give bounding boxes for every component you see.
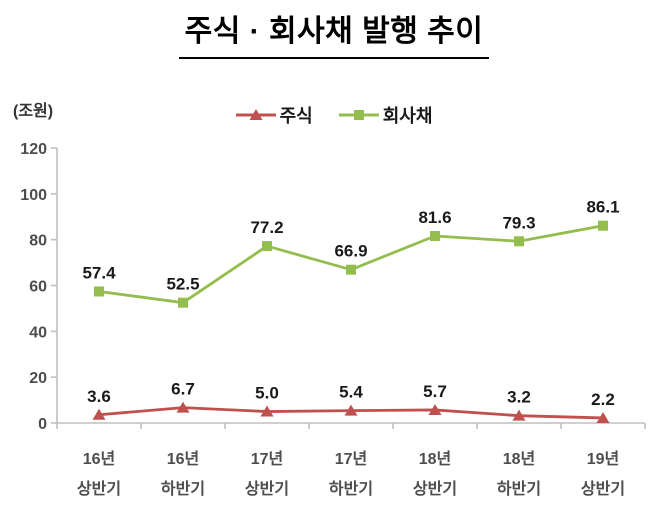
data-point-label: 5.4 — [339, 383, 363, 402]
data-point-marker-square — [262, 241, 272, 252]
x-axis-category-label: 16년 하반기 — [161, 449, 205, 498]
x-axis-category-label: 17년 상반기 — [245, 449, 289, 498]
y-axis-tick-label: 0 — [38, 416, 47, 433]
x-axis-category-label: 19년 상반기 — [581, 449, 625, 498]
data-point-marker-square — [430, 231, 440, 241]
x-axis-category-label: 16년 상반기 — [77, 449, 121, 498]
legend-label: 회사채 — [382, 106, 433, 126]
data-point-label: 6.7 — [171, 380, 195, 399]
data-point-marker-triangle — [260, 405, 274, 417]
title-wrap: 주식 · 회사채 발행 추이 — [0, 6, 668, 59]
data-point-marker-square — [514, 236, 524, 247]
data-point-label: 5.7 — [423, 382, 447, 401]
data-point-marker-triangle — [512, 409, 526, 421]
y-axis-tick-label: 80 — [29, 233, 47, 250]
y-axis-tick-label: 60 — [29, 279, 47, 296]
y-axis-tick-label: 100 — [20, 187, 47, 204]
legend-marker-icon — [235, 109, 276, 120]
legend-marker-icon — [338, 110, 379, 120]
data-point-label: 2.2 — [591, 390, 615, 409]
data-point-label: 5.0 — [255, 384, 279, 403]
x-axis-category-label: 17년 하반기 — [329, 449, 373, 498]
data-point-label: 81.6 — [418, 208, 451, 227]
data-point-marker-triangle — [596, 411, 610, 423]
x-axis-category-label: 18년 하반기 — [497, 449, 541, 498]
data-point-label: 57.4 — [82, 263, 116, 282]
data-point-label: 79.3 — [502, 213, 535, 232]
data-point-label: 66.9 — [334, 242, 367, 261]
data-point-marker-square — [178, 297, 188, 308]
legend-label: 주식 — [279, 106, 313, 126]
y-axis-tick-label: 120 — [20, 141, 47, 158]
data-point-label: 3.2 — [507, 388, 531, 407]
y-axis-tick-label: 40 — [29, 324, 47, 341]
data-point-label: 77.2 — [250, 218, 283, 237]
data-point-marker-triangle — [176, 401, 190, 413]
series-주식 — [92, 401, 610, 423]
data-point-label: 52.5 — [166, 275, 199, 294]
series-회사채 — [94, 220, 608, 308]
chart-legend: 주식 회사채 — [0, 102, 668, 128]
y-axis-unit-label: (조원) — [13, 103, 54, 120]
data-point-marker-square — [598, 220, 608, 231]
data-point-marker-square — [346, 264, 356, 275]
chart-title: 주식 · 회사채 발행 추이 — [178, 6, 490, 59]
legend-item-회사채: 회사채 — [338, 102, 433, 128]
y-axis-tick-label: 20 — [29, 370, 47, 387]
data-point-label: 86.1 — [586, 198, 619, 217]
data-point-marker-triangle — [92, 408, 106, 420]
data-point-marker-triangle — [428, 403, 442, 415]
data-point-marker-square — [94, 286, 104, 297]
legend-item-주식: 주식 — [235, 102, 313, 128]
data-point-label: 3.6 — [87, 387, 111, 406]
x-axis-category-label: 18년 상반기 — [413, 449, 457, 498]
data-point-marker-triangle — [344, 404, 358, 416]
